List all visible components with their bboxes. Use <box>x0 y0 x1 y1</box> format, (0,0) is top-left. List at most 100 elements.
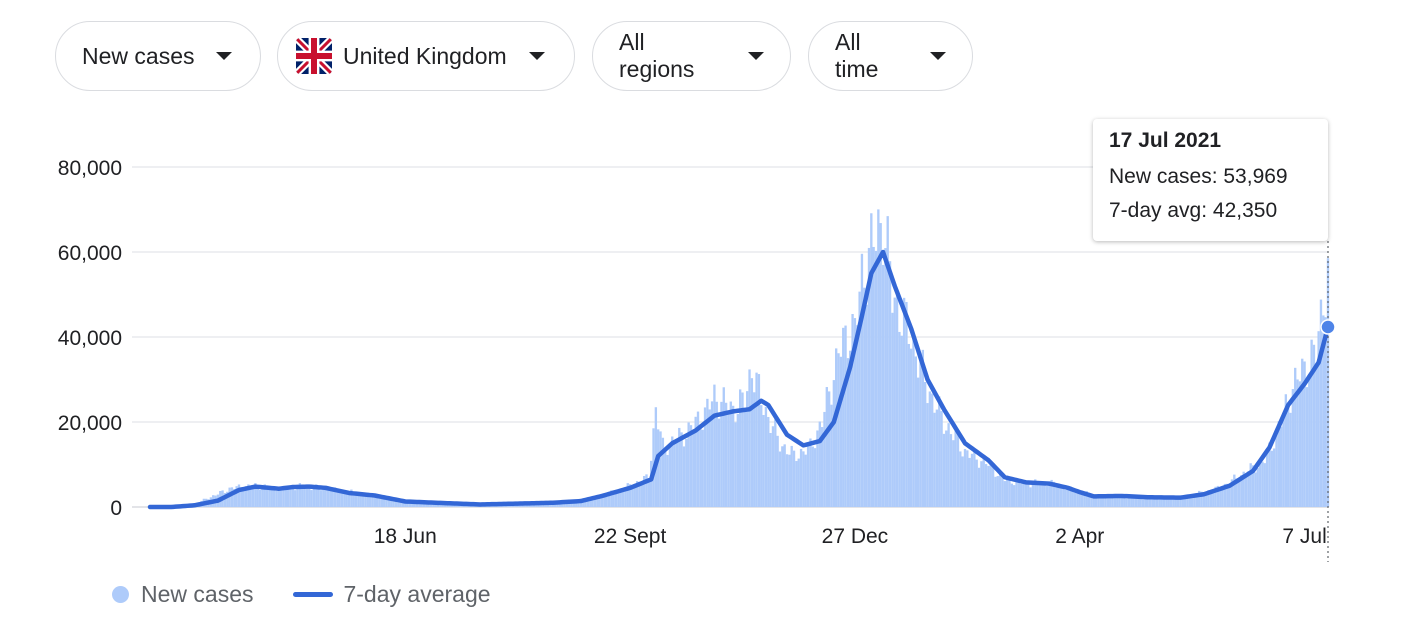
tooltip-new-cases: New cases: 53,969 <box>1109 165 1288 188</box>
region-dropdown[interactable]: All regions <box>592 21 791 91</box>
x-tick-label: 7 Jul <box>1282 525 1326 548</box>
new-cases-bar <box>820 427 824 507</box>
new-cases-bar <box>1176 499 1180 507</box>
new-cases-bar <box>685 438 688 507</box>
country-dropdown[interactable]: United Kingdom <box>277 21 575 91</box>
new-cases-bar <box>1001 475 1004 507</box>
new-cases-bar <box>1303 361 1306 507</box>
new-cases-bar <box>727 412 730 507</box>
new-cases-bar <box>788 454 791 507</box>
new-cases-bar <box>411 501 414 507</box>
new-cases-bar <box>247 484 250 507</box>
new-cases-bar <box>682 446 686 507</box>
new-cases-bar <box>235 486 238 507</box>
chevron-down-icon <box>930 52 946 60</box>
new-cases-bar <box>600 495 604 507</box>
new-cases-bar <box>591 497 594 507</box>
new-cases-bar <box>418 501 421 507</box>
new-cases-bar <box>1013 485 1016 507</box>
new-cases-bar <box>352 492 355 507</box>
new-cases-bar <box>842 327 845 507</box>
new-cases-bar <box>361 494 365 507</box>
new-cases-bar <box>928 391 932 507</box>
new-cases-bar <box>432 503 435 507</box>
new-cases-bar <box>1195 494 1199 507</box>
new-cases-bar <box>1069 486 1072 507</box>
new-cases-bar <box>1059 485 1063 507</box>
line-legend-label: 7-day average <box>343 580 491 607</box>
new-cases-bar <box>851 314 854 507</box>
new-cases-bar <box>764 406 768 507</box>
new-cases-bar <box>846 358 850 507</box>
new-cases-bar <box>1134 497 1138 507</box>
new-cases-bar <box>1200 491 1203 507</box>
hover-point <box>1320 319 1336 335</box>
new-cases-bar <box>301 486 304 507</box>
new-cases-bar <box>1158 499 1161 507</box>
new-cases-bar <box>856 325 859 507</box>
new-cases-bar <box>619 488 622 507</box>
new-cases-bar <box>1277 421 1280 507</box>
new-cases-bar <box>949 434 953 507</box>
new-cases-bar <box>877 209 880 507</box>
new-cases-bar <box>952 440 955 507</box>
new-cases-bar <box>1263 463 1266 507</box>
new-cases-bar <box>1104 495 1107 507</box>
chevron-down-icon <box>748 52 764 60</box>
line-legend-swatch <box>293 591 334 597</box>
new-cases-bar <box>610 490 613 507</box>
new-cases-bar <box>769 433 772 507</box>
new-cases-bar <box>331 487 334 507</box>
new-cases-bar <box>254 483 257 507</box>
new-cases-bar <box>1155 497 1159 507</box>
new-cases-bar <box>959 451 962 507</box>
new-cases-bar <box>268 488 271 507</box>
new-cases-bar <box>589 499 592 507</box>
new-cases-bar <box>1076 490 1079 507</box>
new-cases-bar <box>1020 483 1023 507</box>
new-cases-bar <box>584 499 587 507</box>
metric-dropdown[interactable]: New cases <box>55 21 261 91</box>
new-cases-bar <box>905 301 908 507</box>
new-cases-bar <box>289 485 292 507</box>
new-cases-bar <box>1179 497 1182 507</box>
new-cases-bar <box>785 454 789 507</box>
y-tick-label: 0 <box>110 497 122 520</box>
new-cases-bar <box>1116 497 1119 507</box>
new-cases-bar <box>858 291 861 507</box>
new-cases-bar <box>343 491 346 507</box>
new-cases-bar <box>914 356 917 507</box>
new-cases-bar <box>1139 497 1142 507</box>
new-cases-bar <box>909 348 913 507</box>
new-cases-bar <box>392 499 395 507</box>
new-cases-bar <box>586 500 590 507</box>
new-cases-bar <box>954 430 957 507</box>
new-cases-bar <box>1160 499 1163 507</box>
y-axis-labels: 0 20,000 40,000 60,000 80,000 <box>58 157 122 520</box>
new-cases-bar <box>708 409 711 507</box>
new-cases-bar <box>657 429 660 507</box>
new-cases-bar <box>1312 344 1316 507</box>
new-cases-bar <box>1261 461 1264 507</box>
new-cases-bar <box>1041 482 1044 507</box>
new-cases-bar <box>1073 492 1077 507</box>
new-cases-bar <box>329 490 332 507</box>
new-cases-bar <box>371 497 374 507</box>
period-dropdown[interactable]: All time <box>808 21 973 91</box>
new-cases-bar <box>1130 496 1133 507</box>
new-cases-bar <box>373 496 376 507</box>
new-cases-bar <box>678 427 681 507</box>
new-cases-bar <box>783 444 786 507</box>
new-cases-bar <box>279 486 283 507</box>
new-cases-bar <box>816 430 819 507</box>
new-cases-bar <box>338 491 341 507</box>
new-cases-bar <box>1221 488 1224 507</box>
new-cases-bar <box>226 491 229 507</box>
new-cases-bar <box>376 495 379 507</box>
new-cases-bar <box>645 474 648 507</box>
new-cases-bar <box>776 435 779 507</box>
new-cases-bar <box>989 461 992 507</box>
new-cases-bar <box>265 486 269 507</box>
new-cases-bar <box>1008 477 1011 507</box>
